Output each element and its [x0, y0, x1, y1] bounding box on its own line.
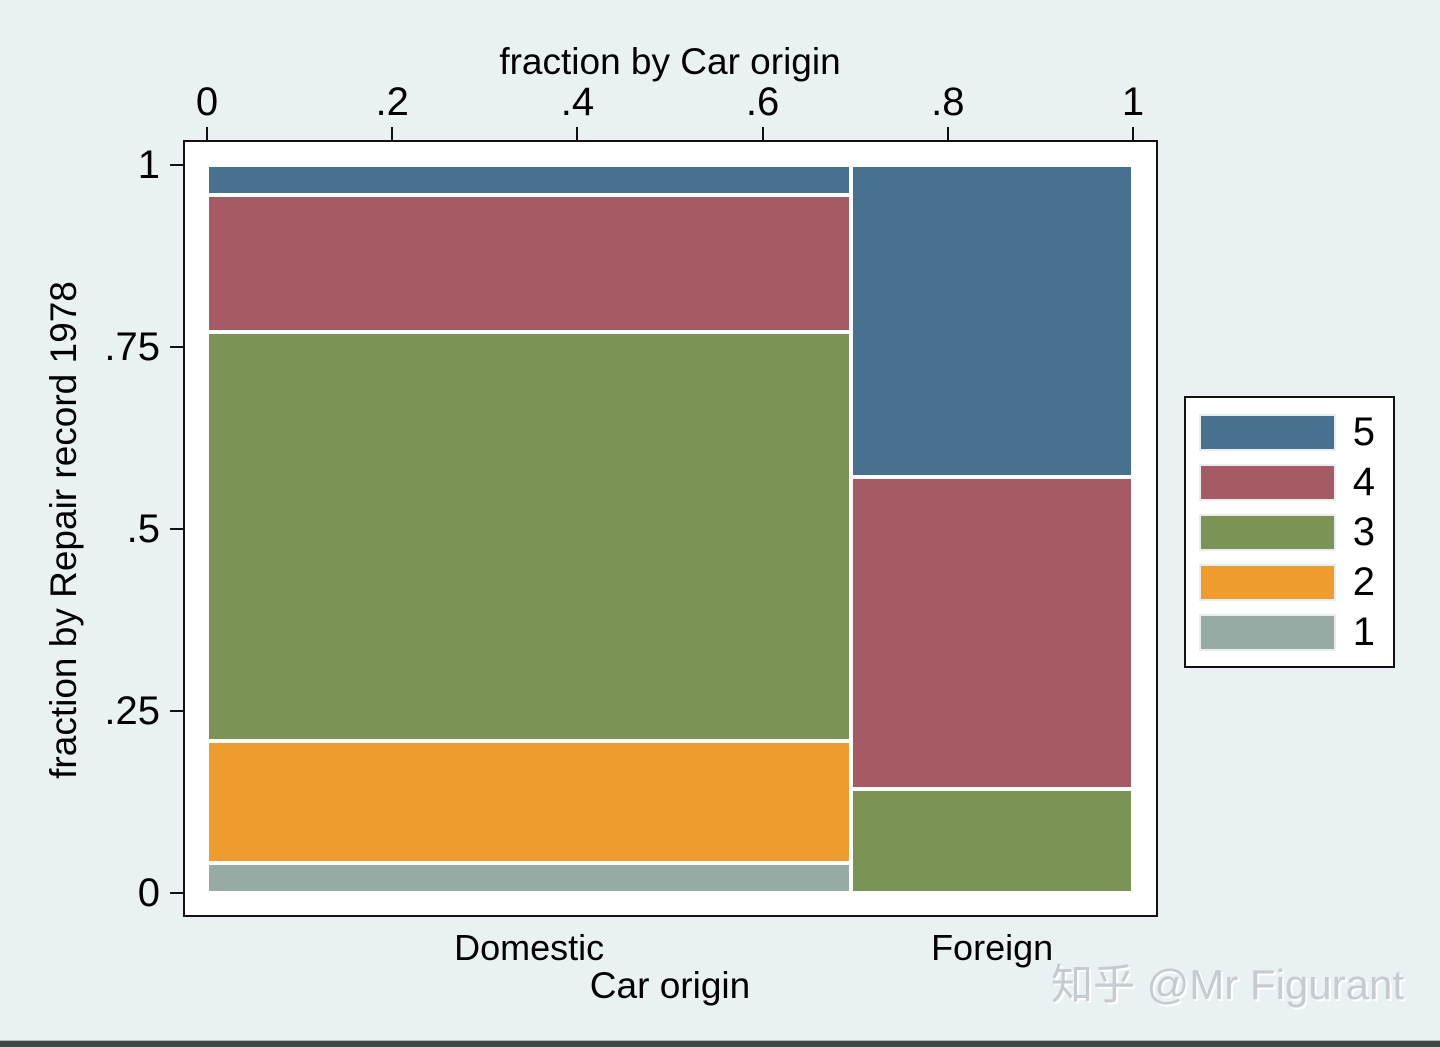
mosaic-segment-foreign-5 — [851, 165, 1133, 478]
top-axis-tick — [1132, 127, 1134, 140]
legend-label-4: 4 — [1352, 460, 1375, 504]
category-label-domestic: Domestic — [454, 927, 605, 968]
left-axis-tick-label: 0 — [137, 871, 160, 915]
top-axis-tick-label: .2 — [375, 80, 409, 124]
left-axis-tick-label: .75 — [104, 325, 160, 369]
legend: 5 4 3 2 1 — [1184, 396, 1395, 668]
top-axis-tick-label: 0 — [195, 80, 219, 124]
legend-swatch-4 — [1201, 465, 1334, 499]
legend-swatch-3 — [1201, 515, 1334, 549]
top-axis-tick — [576, 127, 579, 140]
legend-label-2: 2 — [1352, 560, 1375, 604]
legend-entry-1: 1 — [1186, 612, 1393, 652]
legend-label-5: 5 — [1352, 410, 1375, 454]
left-axis-tick — [170, 892, 183, 894]
mosaic-segment-domestic-3 — [207, 331, 852, 742]
mosaic-segment-domestic-4 — [207, 195, 852, 332]
mosaic-segment-foreign-4 — [851, 477, 1133, 789]
watermark: 知乎 @Mr Figurant — [1050, 961, 1404, 1008]
mosaic-segment-foreign-3 — [851, 788, 1133, 893]
left-axis-tick — [170, 710, 183, 712]
top-axis-tick-label: .4 — [560, 80, 595, 124]
legend-swatch-5 — [1201, 415, 1334, 449]
top-axis-tick — [391, 127, 394, 140]
legend-entry-4: 4 — [1186, 462, 1393, 502]
left-axis-tick — [170, 528, 183, 530]
mosaic-segment-domestic-1 — [207, 862, 852, 893]
bottom-axis-title: Car origin — [589, 965, 751, 1006]
mosaic-segment-domestic-2 — [207, 741, 852, 863]
top-axis-tick-label: .6 — [745, 80, 780, 124]
top-axis-title: fraction by Car origin — [499, 41, 841, 82]
left-axis-tick-label: .5 — [126, 507, 160, 551]
category-label-foreign: Foreign — [931, 927, 1054, 968]
left-axis-tick — [170, 346, 183, 348]
legend-entry-5: 5 — [1186, 412, 1393, 452]
left-axis-tick — [170, 164, 183, 166]
legend-entry-3: 3 — [1186, 512, 1393, 552]
bottom-bar — [0, 1040, 1440, 1047]
left-axis-tick-label: .25 — [104, 689, 160, 733]
legend-label-1: 1 — [1352, 610, 1375, 654]
top-axis-tick — [761, 127, 764, 140]
top-axis-tick — [946, 127, 949, 140]
left-axis-tick-label: 1 — [137, 143, 160, 187]
legend-entry-2: 2 — [1186, 562, 1393, 602]
mosaic-segment-domestic-5 — [207, 165, 852, 196]
legend-swatch-1 — [1201, 615, 1334, 649]
top-axis-tick-label: 1 — [1121, 80, 1145, 124]
legend-label-3: 3 — [1352, 510, 1375, 554]
top-axis-tick-label: .8 — [931, 80, 965, 124]
legend-swatch-2 — [1201, 565, 1334, 599]
top-axis-tick — [206, 127, 208, 140]
